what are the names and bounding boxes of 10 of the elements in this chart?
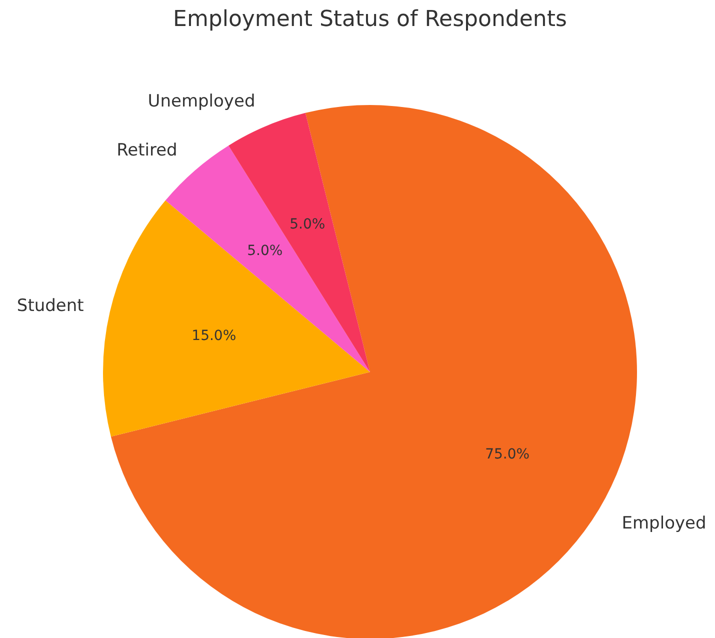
slice-label: Employed xyxy=(622,513,706,534)
slice-label: Unemployed xyxy=(148,92,256,112)
data-label: 75.0% xyxy=(485,446,530,463)
data-label: 5.0% xyxy=(290,216,326,233)
pie-slice xyxy=(103,200,370,437)
chart-title: Employment Status of Respondents xyxy=(173,7,567,32)
slice-label: Retired xyxy=(116,140,178,160)
data-label: 15.0% xyxy=(192,328,236,344)
slice-label: Student xyxy=(16,296,84,316)
data-label: 5.0% xyxy=(247,243,283,260)
